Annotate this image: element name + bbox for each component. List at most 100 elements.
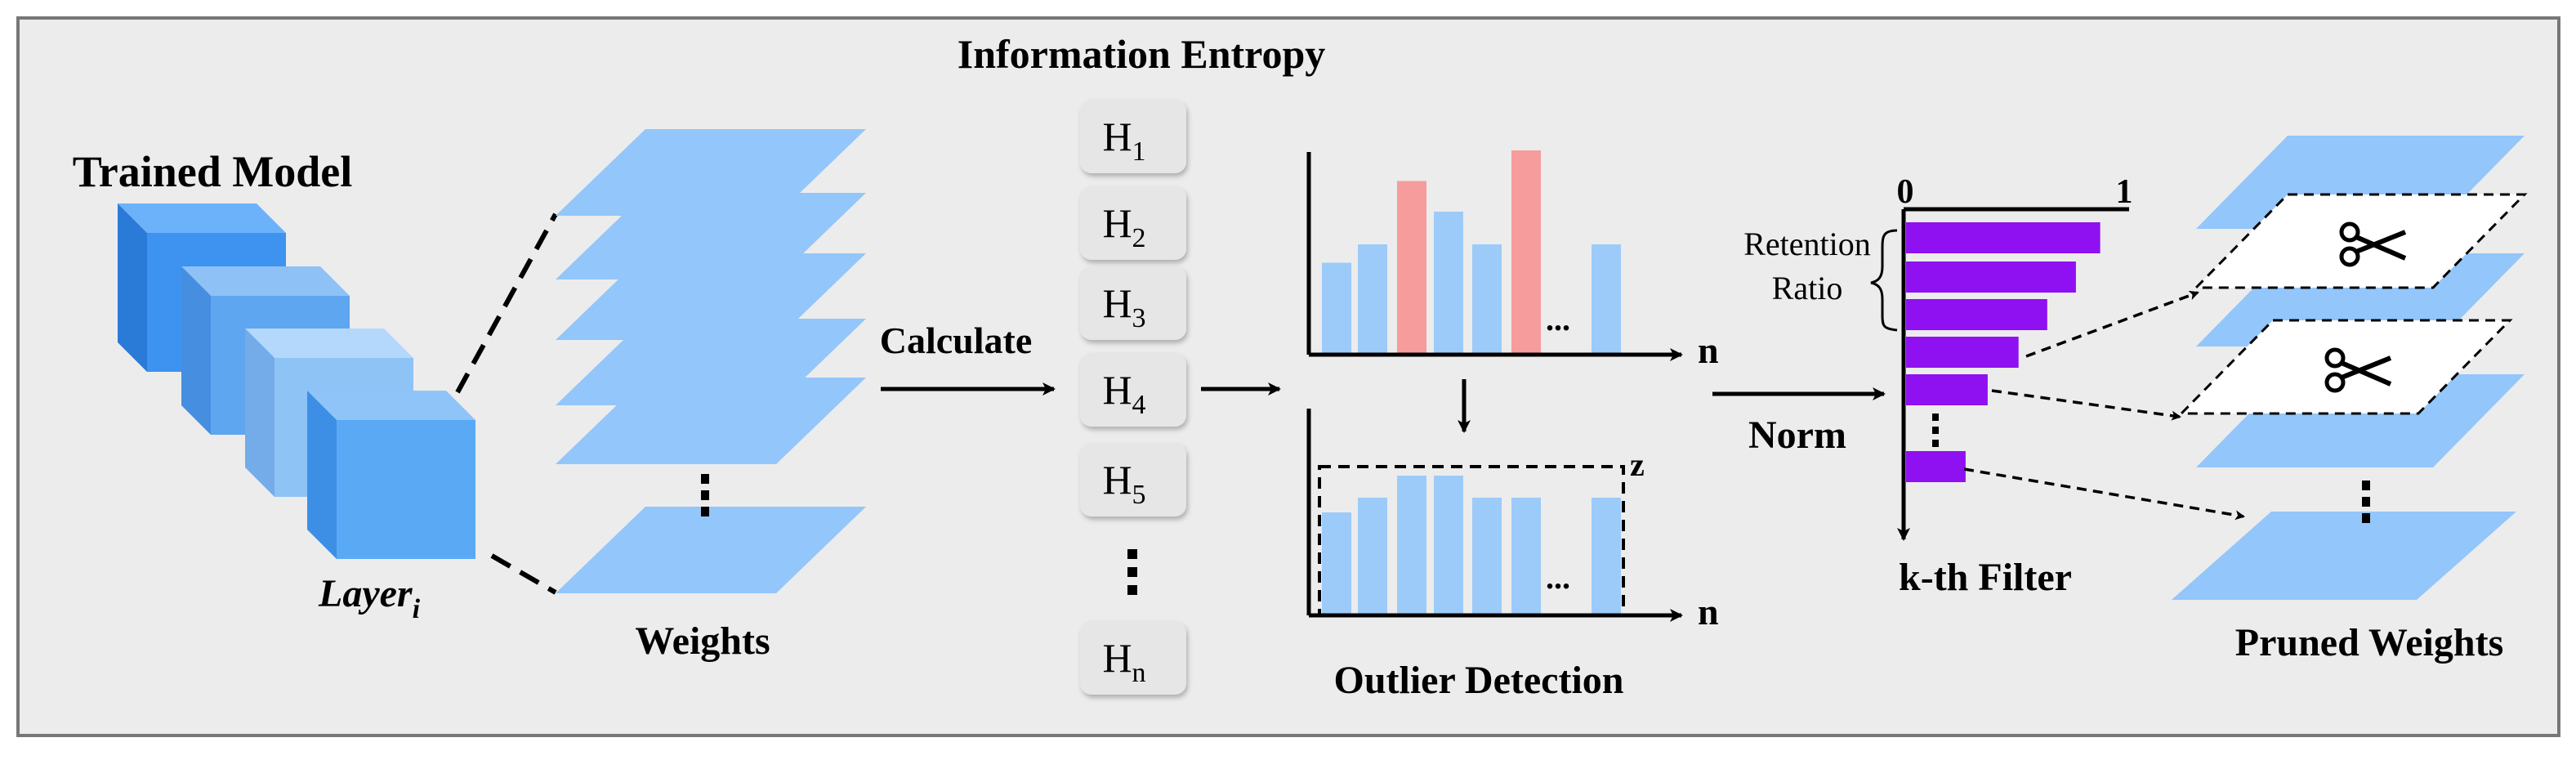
pruned-weights-label: Pruned Weights <box>2235 621 2504 664</box>
weights-ellipsis-dot-1 <box>701 474 709 484</box>
entropy-base: H <box>1102 114 1132 159</box>
scissors-icon <box>2324 347 2392 393</box>
entropy-box-1 <box>1080 100 1186 173</box>
entropy-ellipsis-dot-1 <box>1127 549 1137 559</box>
entropy-box-5 <box>1080 443 1186 516</box>
entropy-subscript: 4 <box>1132 390 1146 420</box>
entropy-label-4: H4 <box>1102 367 1145 420</box>
pruned-weights-stack <box>2172 136 2528 600</box>
entropy-bar <box>1322 262 1351 355</box>
weight-plane <box>556 507 866 593</box>
entropy-subscript: 2 <box>1132 223 1146 253</box>
layer-connector-bottom <box>490 553 557 595</box>
weight-plane <box>556 253 866 340</box>
weights-label: Weights <box>635 619 770 663</box>
bottom-hist-ellipsis: ... <box>1546 559 1570 596</box>
retention-bar-1 <box>1906 222 2101 253</box>
trained-model-label: Trained Model <box>73 147 352 196</box>
filter-axis-start: 0 <box>1897 173 1914 211</box>
entropy-base: H <box>1102 200 1132 246</box>
retention-bar-6 <box>1906 451 1966 482</box>
entropy-subscript: n <box>1132 658 1146 688</box>
diagram-title: Information Entropy <box>958 31 1326 77</box>
filtered-histogram <box>1322 476 1621 615</box>
cube-side-face <box>245 329 275 497</box>
cube-top-face <box>181 266 350 296</box>
entropy-base: H <box>1102 457 1132 503</box>
layer-label: Layeri <box>318 572 421 624</box>
entropy-label-5: H5 <box>1102 457 1145 510</box>
cube-top-face <box>245 329 413 358</box>
retention-bar-2 <box>1906 262 2076 293</box>
entropy-base: H <box>1102 635 1132 681</box>
retention-ratio-line2: Ratio <box>1772 270 1843 306</box>
weight-plane <box>556 378 866 464</box>
retention-ratio-line1: Retention <box>1743 226 1871 262</box>
entropy-ellipsis-dot-2 <box>1127 567 1137 577</box>
weights-stack <box>556 129 866 593</box>
retention-bar-5 <box>1906 374 1988 405</box>
entropy-box-2 <box>1080 186 1186 260</box>
outlier-bar <box>1397 181 1426 355</box>
norm-label: Norm <box>1748 414 1846 457</box>
layer-subscript: i <box>413 594 421 624</box>
entropy-bar <box>1358 244 1387 355</box>
cube-side-face <box>118 203 147 372</box>
normal-bar <box>1592 498 1621 615</box>
outlier-bar <box>1511 150 1541 355</box>
normal-bar <box>1434 476 1463 615</box>
cube-side-face <box>181 266 211 435</box>
pruned-plane <box>2172 512 2516 600</box>
bottom-hist-axis-n: n <box>1698 591 1719 633</box>
retention-brace <box>1870 229 1898 332</box>
entropy-subscript: 3 <box>1132 303 1146 333</box>
normal-bar <box>1472 498 1502 615</box>
diagram-frame <box>16 16 2560 737</box>
trained-model-cubes <box>118 203 475 559</box>
filter-ellipsis-dot-3 <box>1932 440 1939 447</box>
entropy-bar <box>1434 212 1463 355</box>
entropy-subscript: 5 <box>1132 480 1146 510</box>
weights-ellipsis-dot-2 <box>701 490 709 500</box>
entropy-ellipsis-dot-3 <box>1127 585 1137 595</box>
prune-arrow-3 <box>1963 467 2245 521</box>
outlier-detection-label: Outlier Detection <box>1333 659 1623 702</box>
retention-bar-3 <box>1906 299 2047 330</box>
cube-side-face <box>307 391 337 559</box>
entropy-subscript: 1 <box>1132 136 1146 167</box>
entropy-bar <box>1472 244 1502 355</box>
k-th-filter-label: k-th Filter <box>1899 556 2072 599</box>
top-hist-ellipsis: ... <box>1546 301 1570 338</box>
cube-front-face <box>337 420 475 559</box>
layer-connector-top <box>455 212 558 394</box>
entropy-box-6 <box>1080 621 1186 695</box>
cube-top-face <box>307 391 475 420</box>
pruned-ellipsis-dot-2 <box>2362 497 2370 507</box>
z-threshold-label: z <box>1630 446 1645 483</box>
calculate-label: Calculate <box>880 320 1033 361</box>
entropy-label-6: Hn <box>1102 635 1145 688</box>
normal-bar <box>1358 498 1387 615</box>
entropy-label-3: H3 <box>1102 280 1145 333</box>
entropy-box-4 <box>1080 353 1186 427</box>
retention-ratio-chart <box>1906 222 2101 482</box>
normal-bar <box>1322 512 1351 615</box>
entropy-base: H <box>1102 367 1132 413</box>
normal-bar <box>1511 498 1541 615</box>
weights-ellipsis-dot-3 <box>701 507 709 516</box>
filter-axis-end: 1 <box>2116 173 2133 211</box>
cube-top-face <box>118 203 286 233</box>
filter-ellipsis-dot-2 <box>1932 427 1939 434</box>
retention-bar-4 <box>1906 337 2019 368</box>
normal-bar <box>1397 476 1426 615</box>
entropy-base: H <box>1102 280 1132 326</box>
pruned-ellipsis-dot-3 <box>2362 513 2370 523</box>
pruned-ellipsis-dot-1 <box>2362 481 2370 490</box>
entropy-histogram <box>1322 150 1621 355</box>
scissors-icon <box>2339 221 2407 267</box>
entropy-box-3 <box>1080 266 1186 340</box>
entropy-label-1: H1 <box>1102 114 1145 167</box>
